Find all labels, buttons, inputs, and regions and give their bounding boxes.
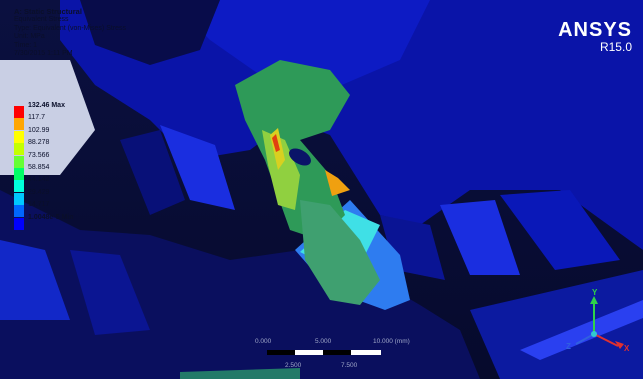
gear-lower-tooth-2 <box>70 250 150 335</box>
coordinate-triad[interactable]: Y X Z <box>562 288 642 358</box>
scale-tick-bottom: 7.500 <box>341 362 358 369</box>
scale-tick-bottom: 2.500 <box>285 362 302 369</box>
legend-min-label: 1.0048e-5 Min <box>28 213 74 221</box>
gear-tooth-upper-2 <box>160 125 235 210</box>
stress-contour-light-green <box>262 130 300 210</box>
legend-level-label: 14.717 <box>28 201 50 209</box>
legend-level-label: 58.854 <box>28 164 50 171</box>
axis-label-x: X <box>624 344 630 353</box>
gear-lower-tooth-1 <box>0 240 70 320</box>
axis-label-z: Z <box>566 342 571 351</box>
stress-contour-green-low <box>300 200 380 305</box>
legend-color-band <box>14 168 24 180</box>
legend-color-band <box>14 192 24 205</box>
legend-level-label: 73.566 <box>28 151 50 159</box>
legend-level-label: 44.142 <box>28 176 50 184</box>
legend-level-label: 102.99 <box>28 126 50 134</box>
scale-segment <box>295 350 323 355</box>
legend-level-label: 117.7 <box>28 114 45 122</box>
legend-color-band <box>14 155 24 168</box>
stress-contour-orange <box>325 170 350 196</box>
logo-release: R15.0 <box>599 40 632 54</box>
legend-color-band <box>14 217 24 230</box>
legend-level-label: 29.429 <box>28 188 50 196</box>
gear-tooth-upper-4 <box>500 190 620 270</box>
result-unit: Unit: MPa <box>14 33 45 41</box>
scale-segment <box>267 350 295 355</box>
gear-tooth-upper-1 <box>120 130 185 215</box>
contour-legend[interactable]: 132.46 Max 117.7 102.99 88.278 73.566 58.854 4… <box>14 102 104 236</box>
result-info-block: A: Static Structural Equivalent Stress T… <box>14 7 127 58</box>
ansys-logo: ANSYS R15.0 <box>558 20 632 54</box>
legend-color-band <box>14 106 24 118</box>
result-date: 7/30/2015 1:11 PM <box>14 50 73 58</box>
legend-color-band <box>14 205 24 218</box>
legend-color-band <box>14 143 24 156</box>
analysis-title: A: Static Structural <box>14 7 82 16</box>
axis-label-y: Y <box>592 288 598 297</box>
shaft-stripe <box>520 300 643 360</box>
scale-bar: 0.000 5.000 10.000 (mm) 2.500 7.500 <box>255 338 415 372</box>
legend-level-label: 88.278 <box>28 139 50 147</box>
triad-icon <box>575 296 624 349</box>
legend-max-label: 132.46 Max <box>28 102 65 109</box>
legend-color-band <box>14 130 24 143</box>
result-type: Type: Equivalent (von-Mises) Stress <box>14 24 127 32</box>
gear-upper <box>60 0 643 250</box>
gear-upper-shade <box>170 0 430 90</box>
logo-brand: ANSYS <box>558 19 632 41</box>
gear-bore <box>289 148 311 166</box>
stress-contour-red <box>272 134 280 152</box>
gear-tooth-upper-3 <box>440 200 520 275</box>
hub-dark <box>80 0 220 65</box>
scale-tick-top: 10.000 (mm) <box>373 338 410 345</box>
scale-segment <box>323 350 351 355</box>
scale-segment <box>351 350 381 355</box>
result-time: Time: 1 <box>14 41 38 49</box>
result-name: Equivalent Stress <box>14 16 69 24</box>
scale-tick-top: 5.000 <box>315 338 332 345</box>
legend-color-band <box>14 180 24 193</box>
shaft-lower-right <box>470 270 643 379</box>
legend-color-band <box>14 118 24 131</box>
scale-tick-top: 0.000 <box>255 338 272 345</box>
bottom-strip <box>180 368 300 379</box>
